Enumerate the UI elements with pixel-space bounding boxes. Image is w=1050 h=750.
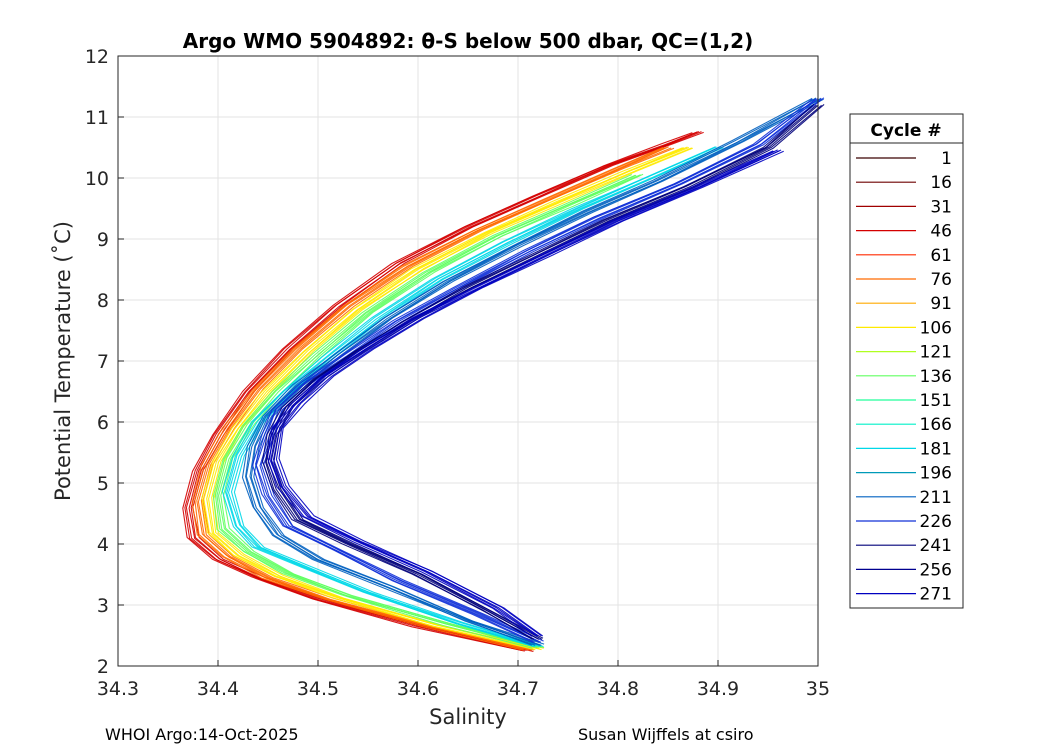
legend-label: 1 <box>941 149 952 169</box>
legend-label: 181 <box>920 439 952 459</box>
series-line-3 <box>212 173 633 649</box>
series-line-8 <box>278 150 784 637</box>
legend-label: 196 <box>920 464 952 484</box>
series-line-8 <box>270 149 778 637</box>
y-tick-label: 8 <box>97 290 109 312</box>
series-line-5 <box>253 98 824 645</box>
x-tick-label: 35 <box>806 678 830 700</box>
x-tick-label: 34.6 <box>397 678 439 700</box>
series-line-6 <box>255 98 817 642</box>
series-line-1 <box>202 147 675 651</box>
y-tick-label: 6 <box>97 412 109 434</box>
x-tick-label: 34.4 <box>197 678 239 700</box>
y-tick-label: 3 <box>97 595 109 617</box>
legend-label: 256 <box>920 560 952 580</box>
x-axis-label: Salinity <box>429 705 507 729</box>
legend-entries: 1 16 31 46 61 76 91 106 121 136 151 166 181 196 211 226… <box>856 149 952 605</box>
x-ticks: 34.3 34.4 34.5 34.6 34.7 34.8 34.9 35 <box>97 660 830 700</box>
x-tick-label: 34.8 <box>597 678 639 700</box>
series-line-4 <box>230 146 721 647</box>
y-tick-label: 5 <box>97 473 109 495</box>
legend-label: 241 <box>920 536 952 556</box>
series-line-5 <box>250 97 822 646</box>
series-line-1 <box>200 147 672 651</box>
series-line-5 <box>241 97 813 646</box>
legend-label: 16 <box>930 173 952 193</box>
legend-label: 61 <box>930 246 952 266</box>
y-tick-label: 9 <box>97 229 109 251</box>
x-tick-label: 34.7 <box>497 678 539 700</box>
series-line-8 <box>275 149 782 637</box>
legend-label: 136 <box>920 367 952 387</box>
series-layer <box>182 97 825 653</box>
legend-label: 271 <box>920 585 952 605</box>
series-line-8 <box>269 150 775 636</box>
legend-label: 91 <box>930 294 952 314</box>
series-line-6 <box>263 97 825 642</box>
series-line-6 <box>259 97 819 643</box>
y-axis-label: Potential Temperature (˚C) <box>51 221 75 501</box>
y-ticks: 2 3 4 5 6 7 8 9 10 11 12 <box>85 46 124 678</box>
series-line-5 <box>249 99 821 646</box>
y-tick-label: 7 <box>97 351 109 373</box>
x-tick-label: 34.3 <box>97 678 139 700</box>
series-line-4 <box>221 147 714 647</box>
series-line-6 <box>260 98 822 643</box>
y-tick-label: 2 <box>97 656 109 678</box>
legend-label: 151 <box>920 391 952 411</box>
x-tick-label: 34.5 <box>297 678 339 700</box>
series-line-5 <box>245 98 816 646</box>
legend-label: 31 <box>930 197 952 217</box>
footer-left: WHOI Argo:14-Oct-2025 <box>105 725 299 744</box>
y-tick-label: 10 <box>85 168 109 190</box>
legend-title: Cycle # <box>870 121 941 141</box>
y-tick-label: 11 <box>85 107 109 129</box>
legend-label: 166 <box>920 415 952 435</box>
legend-label: 76 <box>930 270 952 290</box>
legend-label: 211 <box>920 488 952 508</box>
y-tick-label: 4 <box>97 534 109 556</box>
series-line-1 <box>197 146 669 651</box>
legend-label: 46 <box>930 222 952 242</box>
chart-title: Argo WMO 5904892: θ-S below 500 dbar, QC… <box>183 29 753 53</box>
legend-label: 226 <box>920 512 952 532</box>
footer-right: Susan Wijffels at csiro <box>578 725 754 744</box>
series-line-7 <box>265 103 815 640</box>
legend-box <box>849 113 964 609</box>
legend: Cycle # 11631466176911061211361511661811… <box>849 113 964 609</box>
series-line-8 <box>266 150 774 637</box>
x-tick-label: 34.9 <box>697 678 739 700</box>
legend-label: 106 <box>920 318 952 338</box>
series-line-3 <box>218 175 641 649</box>
legend-label: 121 <box>920 343 952 363</box>
y-tick-label: 12 <box>85 46 109 68</box>
series-line-7 <box>261 105 814 640</box>
